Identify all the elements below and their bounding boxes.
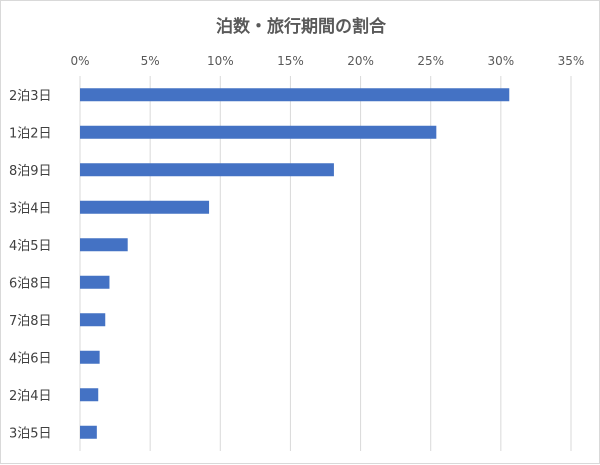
category-label: 4泊5日: [9, 239, 52, 254]
category-label: 1泊2日: [9, 126, 52, 141]
category-label: 3泊5日: [9, 426, 52, 441]
category-label: 4泊6日: [9, 351, 52, 366]
bar: [80, 425, 97, 439]
category-label: 8泊9日: [9, 164, 52, 179]
category-labels: 2泊3日 1泊2日 8泊9日 3泊4日 4泊5日 6泊8日 7泊8日 4泊6日 2泊4日 3泊5日: [9, 89, 52, 442]
bar: [80, 350, 100, 364]
x-tick-label: 15%: [277, 54, 304, 68]
bar: [80, 163, 334, 177]
category-label: 3泊4日: [9, 201, 52, 216]
category-label: 2泊3日: [9, 89, 52, 104]
category-label: 7泊8日: [9, 314, 52, 329]
x-tick-label: 0%: [70, 54, 89, 68]
chart-title: 泊数・旅行期間の割合: [216, 16, 387, 37]
x-tick-label: 35%: [558, 54, 585, 68]
bar: [80, 388, 99, 402]
x-tick-label: 25%: [417, 54, 444, 68]
x-tick-label: 20%: [347, 54, 374, 68]
bars: [80, 88, 510, 439]
bar: [80, 313, 106, 327]
category-label: 2泊4日: [9, 389, 52, 404]
x-tick-label: 30%: [488, 54, 515, 68]
bar: [80, 200, 210, 214]
x-axis-ticks: 0% 5% 10% 15% 20% 25% 30% 35%: [70, 54, 584, 68]
category-label: 6泊8日: [9, 276, 52, 291]
bar: [80, 125, 437, 139]
x-tick-label: 5%: [141, 54, 160, 68]
x-tick-label: 10%: [207, 54, 234, 68]
bar: [80, 88, 510, 102]
bar: [80, 238, 128, 252]
bar: [80, 275, 110, 289]
